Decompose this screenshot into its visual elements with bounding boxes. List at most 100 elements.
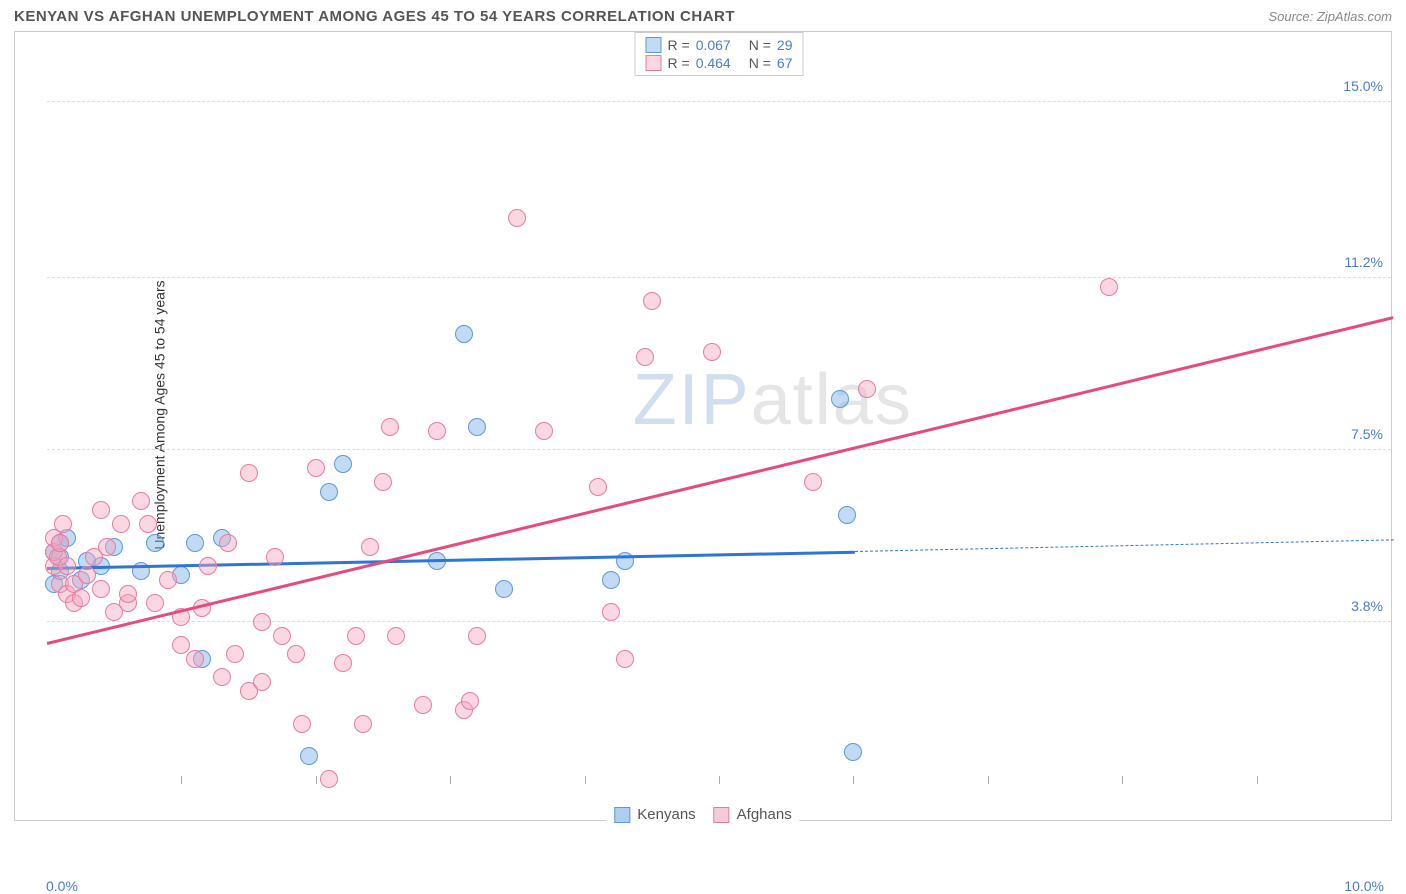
legend-n-label: N =: [749, 55, 771, 71]
data-point: [119, 585, 137, 603]
legend-swatch: [714, 807, 730, 823]
legend-n-value: 29: [777, 37, 793, 53]
data-point: [636, 348, 654, 366]
series-legend: Kenyans Afghans: [606, 806, 799, 823]
data-point: [92, 580, 110, 598]
chart-source: Source: ZipAtlas.com: [1268, 9, 1392, 24]
data-point: [334, 455, 352, 473]
gridline: [47, 621, 1391, 622]
data-point: [643, 292, 661, 310]
legend-row: R =0.067N =29: [646, 36, 793, 54]
legend-row: R = 0.464 N = 67: [646, 54, 793, 72]
data-point: [226, 645, 244, 663]
legend-n-label: N =: [749, 37, 771, 53]
gridline: [47, 101, 1391, 102]
legend-series-label: Kenyans: [637, 806, 695, 823]
y-tick-label: 3.8%: [1351, 598, 1383, 614]
data-point: [414, 696, 432, 714]
data-point: [293, 715, 311, 733]
data-point: [354, 715, 372, 733]
data-point: [307, 459, 325, 477]
data-point: [461, 692, 479, 710]
data-point: [334, 654, 352, 672]
data-point: [1100, 278, 1118, 296]
data-point: [535, 422, 553, 440]
data-point: [703, 343, 721, 361]
chart-title: KENYAN VS AFGHAN UNEMPLOYMENT AMONG AGES…: [14, 8, 735, 25]
data-point: [347, 627, 365, 645]
data-point: [132, 492, 150, 510]
data-point: [72, 589, 90, 607]
data-point: [54, 515, 72, 533]
data-point: [374, 473, 392, 491]
legend-swatch: [646, 37, 662, 53]
legend-series-item: Afghans: [714, 806, 792, 823]
data-point: [219, 534, 237, 552]
chart-container: Unemployment Among Ages 45 to 54 years Z…: [14, 31, 1392, 821]
data-point: [428, 422, 446, 440]
data-point: [589, 478, 607, 496]
legend-r-label: R =: [668, 55, 690, 71]
data-point: [186, 534, 204, 552]
data-point: [146, 594, 164, 612]
y-tick-label: 15.0%: [1343, 78, 1383, 94]
data-point: [831, 390, 849, 408]
data-point: [838, 506, 856, 524]
trend-line-dashed: [855, 539, 1393, 552]
x-tick: [1257, 776, 1258, 784]
x-tick: [316, 776, 317, 784]
data-point: [495, 580, 513, 598]
data-point: [616, 650, 634, 668]
x-tick: [181, 776, 182, 784]
data-point: [172, 636, 190, 654]
data-point: [858, 380, 876, 398]
data-point: [602, 571, 620, 589]
watermark: ZIPatlas: [633, 359, 913, 441]
data-point: [213, 668, 231, 686]
data-point: [804, 473, 822, 491]
data-point: [602, 603, 620, 621]
legend-series-item: Kenyans: [614, 806, 695, 823]
data-point: [361, 538, 379, 556]
data-point: [146, 534, 164, 552]
data-point: [139, 515, 157, 533]
data-point: [300, 747, 318, 765]
data-point: [320, 483, 338, 501]
y-axis-label: Unemployment Among Ages 45 to 54 years: [152, 280, 168, 549]
trend-line: [47, 551, 855, 570]
x-tick: [450, 776, 451, 784]
data-point: [287, 645, 305, 663]
legend-r-value: 0.464: [696, 55, 731, 71]
data-point: [253, 613, 271, 631]
gridline: [47, 449, 1391, 450]
data-point: [186, 650, 204, 668]
chart-header: KENYAN VS AFGHAN UNEMPLOYMENT AMONG AGES…: [0, 0, 1406, 31]
plot-area: Unemployment Among Ages 45 to 54 years Z…: [47, 32, 1391, 798]
data-point: [78, 566, 96, 584]
data-point: [468, 627, 486, 645]
data-point: [387, 627, 405, 645]
x-tick: [719, 776, 720, 784]
x-tick: [585, 776, 586, 784]
data-point: [159, 571, 177, 589]
x-axis-labels: 0.0% 10.0%: [32, 852, 1392, 892]
data-point: [112, 515, 130, 533]
data-point: [58, 557, 76, 575]
legend-swatch: [646, 55, 662, 71]
x-tick: [988, 776, 989, 784]
x-tick: [853, 776, 854, 784]
legend-n-value: 67: [777, 55, 793, 71]
data-point: [844, 743, 862, 761]
data-point: [508, 209, 526, 227]
data-point: [381, 418, 399, 436]
gridline: [47, 277, 1391, 278]
legend-series-label: Afghans: [737, 806, 792, 823]
correlation-legend: R = 0.067 N = 29R = 0.464 N = 67: [635, 32, 804, 76]
data-point: [199, 557, 217, 575]
data-point: [240, 464, 258, 482]
watermark-zip: ZIP: [633, 360, 751, 440]
data-point: [92, 501, 110, 519]
legend-r-value: 0.067: [696, 37, 731, 53]
y-tick-label: 11.2%: [1344, 254, 1383, 270]
data-point: [98, 538, 116, 556]
